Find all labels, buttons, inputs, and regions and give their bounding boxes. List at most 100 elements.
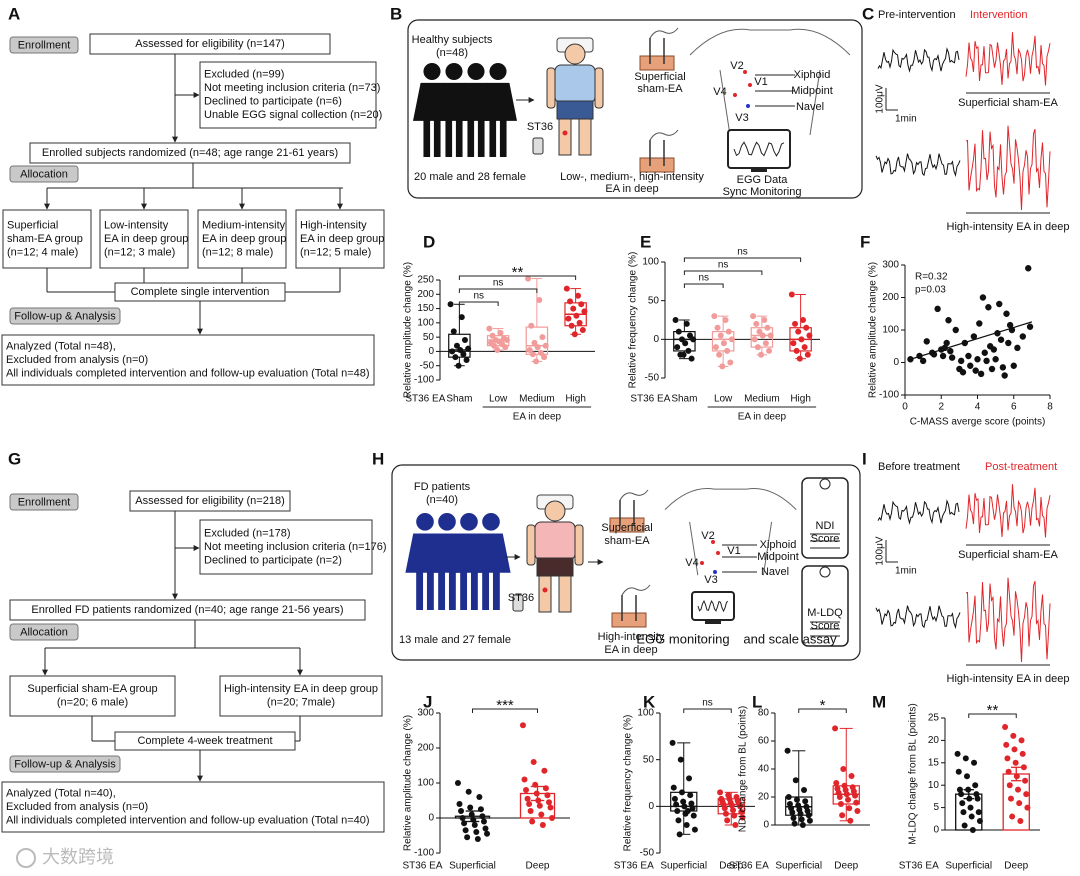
electrode (733, 93, 737, 97)
illustration-label: V2 (730, 60, 743, 72)
data-point (804, 351, 811, 358)
data-point (678, 789, 685, 796)
flow-text: High-intensity EA in deep group (224, 683, 378, 695)
flow-text: All individuals completed intervention a… (6, 814, 370, 826)
illustration-label: Superficial (601, 522, 652, 534)
data-point (525, 275, 532, 282)
scatter-point (947, 347, 954, 355)
fit-line (910, 321, 1033, 360)
data-point (798, 336, 805, 343)
wire (649, 27, 679, 39)
data-point (685, 347, 692, 354)
x-tick-label: Medium (744, 394, 780, 405)
stage-label-box (9, 165, 79, 183)
data-point (791, 820, 798, 827)
box (448, 333, 471, 358)
data-point (1006, 782, 1013, 789)
data-point (720, 340, 727, 347)
data-point (688, 355, 695, 362)
clipboard (801, 565, 849, 647)
flow-box (9, 599, 366, 621)
flow-box (219, 675, 383, 717)
y-tick-label: 150 (417, 303, 434, 314)
monitor-stand (705, 620, 721, 624)
x-tick-label: Medium (519, 394, 555, 405)
illustration-label: Xiphoid (794, 69, 831, 81)
flow-box (129, 490, 291, 512)
trace-label: High-intensity EA in deep (947, 673, 1070, 685)
flow-text: Complete 4-week treatment (137, 735, 272, 747)
body (479, 82, 517, 121)
significance-label: ** (987, 702, 999, 719)
illustration-label: and scale assay (743, 631, 837, 646)
leg (448, 570, 456, 610)
data-point (542, 785, 549, 792)
data-point (455, 362, 462, 369)
scatter-point (957, 357, 965, 365)
scatter-point (974, 356, 981, 363)
illustration-label: High-intensity (598, 631, 665, 643)
scatter-point (985, 304, 992, 311)
scatter-point (934, 305, 941, 313)
electrode (716, 551, 720, 555)
panel-letter: I (862, 449, 867, 468)
scale-label: 100μV (875, 84, 886, 113)
y-tick-label: 100 (642, 257, 659, 268)
illustration-label: EGG monitoring (636, 631, 729, 646)
illustration-label: 20 male and 28 female (414, 171, 526, 183)
flow-box (1, 781, 385, 833)
data-point (801, 344, 808, 351)
egg-trace (965, 577, 1051, 663)
scatter-point (970, 333, 978, 340)
data-point (1011, 746, 1018, 753)
y-tick-label: 100 (637, 708, 654, 719)
scatter-point (939, 352, 947, 360)
wire (621, 584, 651, 596)
stimulator (532, 137, 544, 155)
data-point (722, 810, 729, 817)
scatter-point (1001, 372, 1008, 379)
significance-bracket (472, 708, 538, 713)
leg (477, 119, 485, 157)
data-point (848, 773, 855, 779)
x-tick-label: Low (714, 394, 733, 405)
x-axis-label: ST36 EA (405, 394, 445, 405)
panel-letter: H (372, 449, 384, 468)
electrode (748, 83, 752, 87)
data-point (482, 825, 489, 832)
significance-bracket (798, 708, 847, 713)
leg (538, 575, 552, 613)
egg-trace (875, 153, 961, 178)
scale-label: 100μV (875, 536, 886, 565)
shorts (556, 100, 594, 120)
data-point (853, 799, 860, 806)
flow-text: High-intensity (300, 219, 367, 231)
illustration-label: Xiphoid (760, 539, 797, 551)
data-point (526, 801, 533, 807)
data-point (573, 312, 580, 319)
egg-trace (875, 605, 961, 630)
y-tick-label: 300 (882, 260, 899, 271)
y-axis-label: Relative amplitude change (%) (403, 715, 414, 851)
y-tick-label: -50 (420, 360, 435, 371)
data-point (737, 803, 744, 810)
scatter-point (992, 356, 999, 363)
data-point (803, 324, 810, 331)
data-point (669, 739, 676, 746)
data-point (480, 818, 487, 825)
flow-text: EA in deep group (104, 233, 188, 245)
data-point (764, 324, 771, 331)
data-point (761, 317, 768, 323)
flow-text: (n=20; 7male) (267, 697, 335, 709)
y-tick-label: 100 (417, 778, 434, 789)
person-silhouette (471, 512, 511, 610)
x-tick-label: Deep (1004, 861, 1028, 872)
y-tick-label: 80 (758, 708, 770, 719)
y-tick-label: 25 (928, 713, 940, 724)
leg (499, 119, 507, 157)
data-point (486, 325, 493, 332)
data-point (563, 285, 570, 292)
data-point (759, 332, 766, 339)
flow-text: Unable EGG signal collection (n=20) (204, 109, 382, 121)
flow-text: Complete single intervention (131, 286, 270, 298)
